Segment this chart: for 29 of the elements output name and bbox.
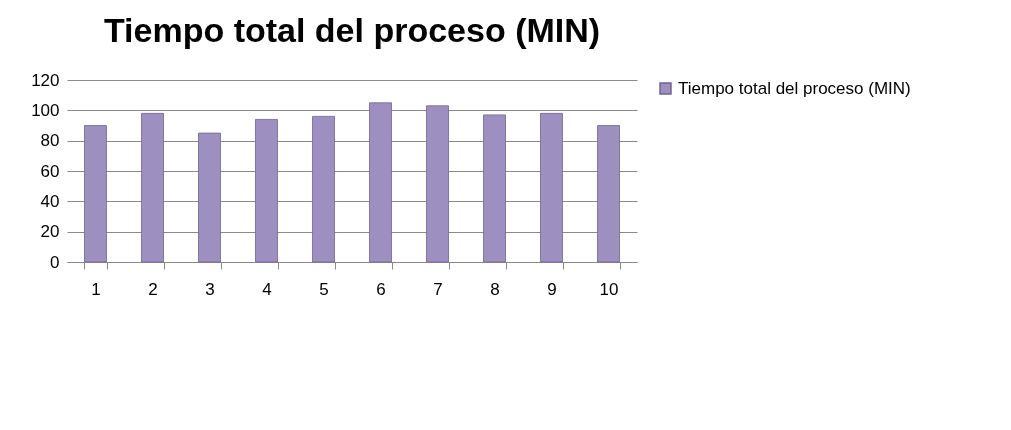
bar [540,112,563,263]
x-tick-label: 9 [547,279,557,299]
x-tick-label: 10 [599,279,619,299]
legend-label: Tiempo total del proceso (MIN) [678,78,911,98]
bar [84,125,107,263]
y-tick-label: 120 [31,70,60,90]
x-tick-label: 5 [319,279,329,299]
y-tick-label: 100 [31,100,60,120]
bar [483,114,506,263]
bar [597,125,620,263]
y-tick-label: 40 [40,191,60,211]
x-tick-label: 4 [262,279,272,299]
y-tick-label: 60 [40,161,60,181]
x-tick-label: 7 [433,279,443,299]
y-tick-label: 0 [50,252,60,272]
bar [426,105,449,263]
x-tick-label: 3 [205,279,215,299]
bar [312,116,335,263]
bar [141,112,164,263]
x-tick-label: 6 [376,279,386,299]
bar [255,119,278,263]
x-tick-label: 8 [490,279,500,299]
y-tick-label: 80 [40,131,60,151]
x-tick-label: 1 [91,279,101,299]
chart-title: Tiempo total del proceso (MIN) [103,11,601,49]
y-tick-label: 20 [40,222,60,242]
bar [369,102,392,263]
x-tick-label: 2 [148,279,158,299]
bar [198,132,221,263]
